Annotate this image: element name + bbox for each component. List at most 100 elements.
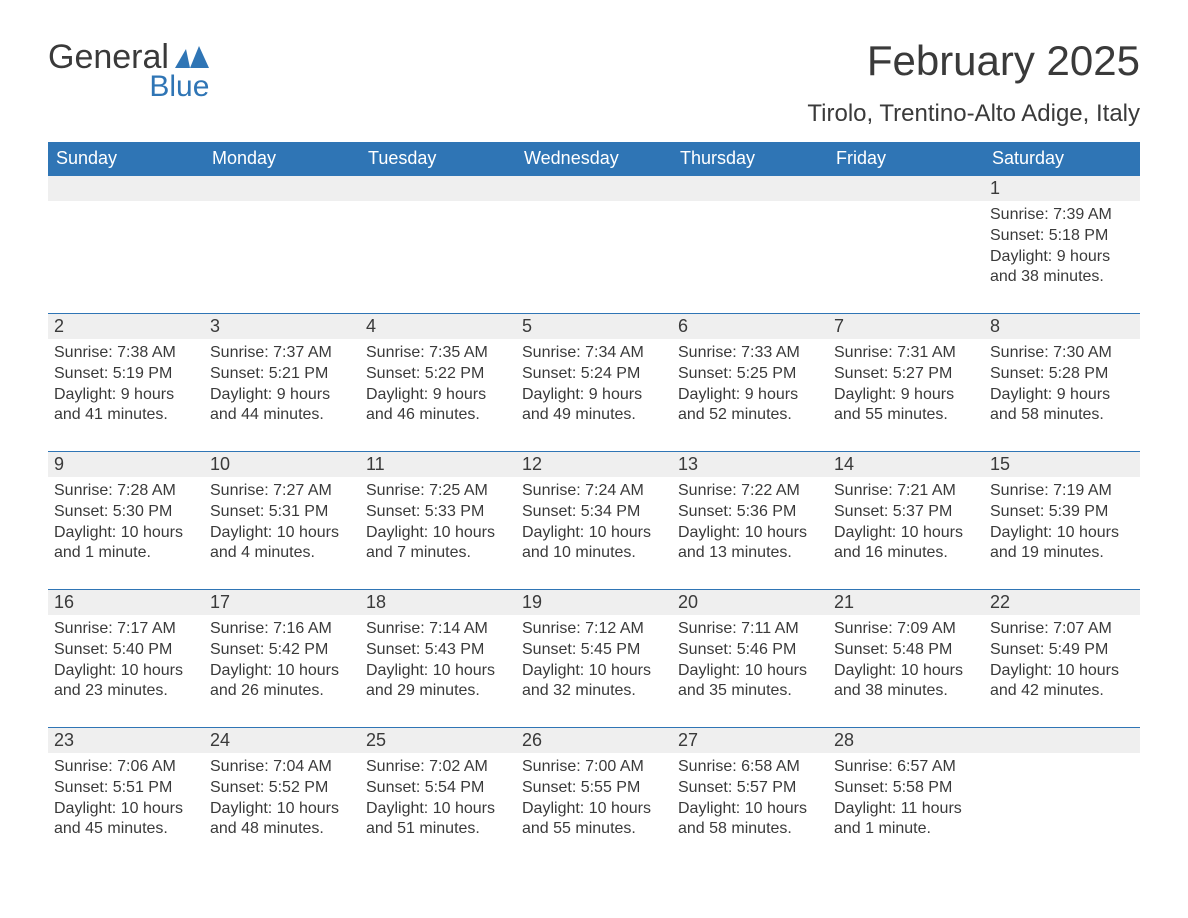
day-cell: 27Sunrise: 6:58 AMSunset: 5:57 PMDayligh… <box>672 727 828 865</box>
sunset-text: Sunset: 5:57 PM <box>678 778 822 799</box>
logo: General Blue <box>48 40 209 104</box>
day-detail: Sunrise: 6:57 AMSunset: 5:58 PMDaylight:… <box>828 753 984 844</box>
daylight-text-2: and 44 minutes. <box>210 405 354 426</box>
sunrise-text: Sunrise: 7:33 AM <box>678 343 822 364</box>
sunrise-text: Sunrise: 7:07 AM <box>990 619 1134 640</box>
daylight-text-2: and 58 minutes. <box>990 405 1134 426</box>
day-cell: 11Sunrise: 7:25 AMSunset: 5:33 PMDayligh… <box>360 451 516 589</box>
day-detail <box>48 201 204 209</box>
day-cell: 9Sunrise: 7:28 AMSunset: 5:30 PMDaylight… <box>48 451 204 589</box>
day-cell: 20Sunrise: 7:11 AMSunset: 5:46 PMDayligh… <box>672 589 828 727</box>
day-detail: Sunrise: 6:58 AMSunset: 5:57 PMDaylight:… <box>672 753 828 844</box>
day-number: 8 <box>984 313 1140 339</box>
day-detail: Sunrise: 7:34 AMSunset: 5:24 PMDaylight:… <box>516 339 672 430</box>
daylight-text-2: and 13 minutes. <box>678 543 822 564</box>
calendar-body: 1Sunrise: 7:39 AMSunset: 5:18 PMDaylight… <box>48 175 1140 865</box>
weekday-header: Friday <box>828 142 984 175</box>
day-cell: 8Sunrise: 7:30 AMSunset: 5:28 PMDaylight… <box>984 313 1140 451</box>
sunrise-text: Sunrise: 7:16 AM <box>210 619 354 640</box>
week-row: 9Sunrise: 7:28 AMSunset: 5:30 PMDaylight… <box>48 451 1140 589</box>
day-cell: 3Sunrise: 7:37 AMSunset: 5:21 PMDaylight… <box>204 313 360 451</box>
sunset-text: Sunset: 5:24 PM <box>522 364 666 385</box>
day-cell: 16Sunrise: 7:17 AMSunset: 5:40 PMDayligh… <box>48 589 204 727</box>
sunrise-text: Sunrise: 7:31 AM <box>834 343 978 364</box>
sunset-text: Sunset: 5:43 PM <box>366 640 510 661</box>
day-number: 5 <box>516 313 672 339</box>
day-number: 28 <box>828 727 984 753</box>
day-number: 13 <box>672 451 828 477</box>
daylight-text-1: Daylight: 10 hours <box>54 799 198 820</box>
day-detail: Sunrise: 7:12 AMSunset: 5:45 PMDaylight:… <box>516 615 672 706</box>
day-detail: Sunrise: 7:09 AMSunset: 5:48 PMDaylight:… <box>828 615 984 706</box>
daylight-text-1: Daylight: 9 hours <box>678 385 822 406</box>
daylight-text-2: and 48 minutes. <box>210 819 354 840</box>
sunset-text: Sunset: 5:42 PM <box>210 640 354 661</box>
daylight-text-2: and 4 minutes. <box>210 543 354 564</box>
sunrise-text: Sunrise: 7:00 AM <box>522 757 666 778</box>
day-cell <box>204 175 360 313</box>
day-number: 21 <box>828 589 984 615</box>
sunset-text: Sunset: 5:49 PM <box>990 640 1134 661</box>
daylight-text-1: Daylight: 10 hours <box>678 661 822 682</box>
sunrise-text: Sunrise: 7:14 AM <box>366 619 510 640</box>
sunset-text: Sunset: 5:36 PM <box>678 502 822 523</box>
daylight-text-2: and 26 minutes. <box>210 681 354 702</box>
day-detail: Sunrise: 7:35 AMSunset: 5:22 PMDaylight:… <box>360 339 516 430</box>
sunset-text: Sunset: 5:39 PM <box>990 502 1134 523</box>
month-title: February 2025 <box>807 40 1140 82</box>
daylight-text-2: and 55 minutes. <box>522 819 666 840</box>
daylight-text-2: and 10 minutes. <box>522 543 666 564</box>
daylight-text-2: and 58 minutes. <box>678 819 822 840</box>
day-number <box>360 175 516 201</box>
day-number: 15 <box>984 451 1140 477</box>
sunset-text: Sunset: 5:58 PM <box>834 778 978 799</box>
sunset-text: Sunset: 5:19 PM <box>54 364 198 385</box>
daylight-text-2: and 1 minute. <box>834 819 978 840</box>
day-detail: Sunrise: 7:30 AMSunset: 5:28 PMDaylight:… <box>984 339 1140 430</box>
week-row: 23Sunrise: 7:06 AMSunset: 5:51 PMDayligh… <box>48 727 1140 865</box>
day-detail: Sunrise: 7:02 AMSunset: 5:54 PMDaylight:… <box>360 753 516 844</box>
daylight-text-1: Daylight: 10 hours <box>366 661 510 682</box>
sunset-text: Sunset: 5:48 PM <box>834 640 978 661</box>
weekday-header: Sunday <box>48 142 204 175</box>
day-detail: Sunrise: 7:24 AMSunset: 5:34 PMDaylight:… <box>516 477 672 568</box>
day-number: 2 <box>48 313 204 339</box>
sunset-text: Sunset: 5:33 PM <box>366 502 510 523</box>
daylight-text-2: and 45 minutes. <box>54 819 198 840</box>
day-number: 19 <box>516 589 672 615</box>
daylight-text-1: Daylight: 9 hours <box>54 385 198 406</box>
sunset-text: Sunset: 5:54 PM <box>366 778 510 799</box>
day-number <box>48 175 204 201</box>
day-cell: 6Sunrise: 7:33 AMSunset: 5:25 PMDaylight… <box>672 313 828 451</box>
daylight-text-1: Daylight: 10 hours <box>990 523 1134 544</box>
day-number: 10 <box>204 451 360 477</box>
sunrise-text: Sunrise: 7:12 AM <box>522 619 666 640</box>
daylight-text-2: and 55 minutes. <box>834 405 978 426</box>
day-cell <box>672 175 828 313</box>
day-number: 11 <box>360 451 516 477</box>
sunset-text: Sunset: 5:55 PM <box>522 778 666 799</box>
day-number: 6 <box>672 313 828 339</box>
daylight-text-2: and 29 minutes. <box>366 681 510 702</box>
day-number: 20 <box>672 589 828 615</box>
day-number: 16 <box>48 589 204 615</box>
day-detail: Sunrise: 7:31 AMSunset: 5:27 PMDaylight:… <box>828 339 984 430</box>
day-detail <box>828 201 984 209</box>
location-text: Tirolo, Trentino-Alto Adige, Italy <box>807 100 1140 128</box>
sunrise-text: Sunrise: 7:17 AM <box>54 619 198 640</box>
sunrise-text: Sunrise: 7:11 AM <box>678 619 822 640</box>
daylight-text-1: Daylight: 9 hours <box>990 247 1134 268</box>
sunset-text: Sunset: 5:21 PM <box>210 364 354 385</box>
day-detail: Sunrise: 7:22 AMSunset: 5:36 PMDaylight:… <box>672 477 828 568</box>
weekday-header-row: Sunday Monday Tuesday Wednesday Thursday… <box>48 142 1140 175</box>
weekday-header: Saturday <box>984 142 1140 175</box>
logo-flag-icon <box>175 46 209 73</box>
day-number <box>204 175 360 201</box>
sunrise-text: Sunrise: 7:22 AM <box>678 481 822 502</box>
day-cell: 17Sunrise: 7:16 AMSunset: 5:42 PMDayligh… <box>204 589 360 727</box>
sunrise-text: Sunrise: 7:34 AM <box>522 343 666 364</box>
title-block: February 2025 Tirolo, Trentino-Alto Adig… <box>807 40 1140 128</box>
day-detail: Sunrise: 7:17 AMSunset: 5:40 PMDaylight:… <box>48 615 204 706</box>
sunset-text: Sunset: 5:45 PM <box>522 640 666 661</box>
daylight-text-2: and 38 minutes. <box>990 267 1134 288</box>
